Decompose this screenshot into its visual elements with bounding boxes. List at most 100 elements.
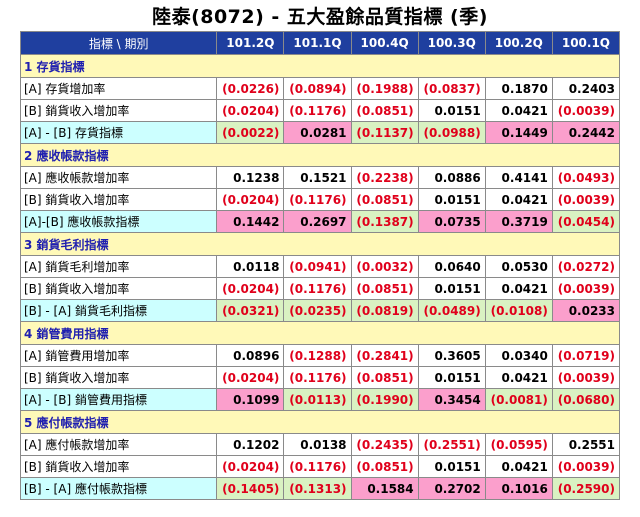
row-label: [A] 應付帳款增加率 — [19, 433, 218, 456]
value-cell: 0.1521 — [283, 166, 352, 189]
table-row: [A] 存貨增加率 (0.0226) (0.0894) (0.1988) (0.0837… — [19, 77, 621, 100]
value-cell: (0.0022) — [216, 121, 285, 144]
value-cell: (0.0493) — [551, 166, 621, 189]
row-label: [A] 存貨增加率 — [19, 77, 218, 100]
table-row: [A] 應付帳款增加率 0.1202 0.0138 (0.2435) (0.2551)(… — [19, 433, 621, 456]
value-cell: (0.0226) — [216, 77, 285, 100]
value-cell: (0.0081) — [484, 388, 553, 411]
row-label: [B] 銷貨收入增加率 — [19, 366, 218, 389]
row-label: [B] - [A] 銷貨毛利指標 — [19, 299, 218, 322]
value-cell: (0.0941) — [283, 255, 352, 278]
header-period: 100.4Q — [350, 31, 419, 55]
value-cell: 0.2403 — [551, 77, 621, 100]
row-label: [A] - [B] 銷管費用指標 — [19, 388, 218, 411]
value-cell: (0.0204) — [216, 99, 285, 122]
value-cell: 0.2697 — [283, 210, 352, 233]
value-cell: (0.1176) — [283, 188, 352, 211]
header-period: 100.2Q — [484, 31, 553, 55]
value-cell: (0.0204) — [216, 277, 285, 300]
value-cell: (0.0039) — [551, 277, 621, 300]
header-label: 指標 \ 期別 — [19, 31, 218, 55]
table-row: [B] 銷貨收入增加率 (0.0204) (0.1176) (0.0851) 0.015… — [19, 188, 621, 211]
row-label: [B] 銷貨收入增加率 — [19, 277, 218, 300]
value-cell: (0.0894) — [283, 77, 352, 100]
index-row: [A] - [B] 存貨指標 (0.0022) 0.0281 (0.1137) (0.0… — [19, 121, 621, 144]
value-cell: 0.0421 — [484, 366, 553, 389]
value-cell: (0.1990) — [350, 388, 419, 411]
section-title: 4 銷管費用指標 — [20, 321, 620, 345]
value-cell: 0.0151 — [417, 366, 486, 389]
value-cell: 0.1202 — [216, 433, 285, 456]
value-cell: 0.1449 — [484, 121, 553, 144]
index-row: [B] - [A] 應付帳款指標 (0.1405) (0.1313) 0.1584 0.… — [19, 477, 621, 500]
value-cell: 0.0896 — [216, 344, 285, 367]
row-label: [B] 銷貨收入增加率 — [19, 188, 218, 211]
table-row: [B] 銷貨收入增加率 (0.0204) (0.1176) (0.0851) 0.015… — [19, 277, 621, 300]
value-cell: 0.3605 — [417, 344, 486, 367]
value-cell: (0.1405) — [216, 477, 285, 500]
header-period: 100.3Q — [417, 31, 486, 55]
value-cell: 0.2702 — [417, 477, 486, 500]
table-row: [A] 銷貨毛利增加率 0.0118 (0.0941) (0.0032) 0.0640 0… — [19, 255, 621, 278]
value-cell: 0.1099 — [216, 388, 285, 411]
value-cell: 0.2551 — [551, 433, 621, 456]
value-cell: (0.0837) — [417, 77, 486, 100]
value-cell: 0.3454 — [417, 388, 486, 411]
value-cell: 0.0138 — [283, 433, 352, 456]
value-cell: (0.1288) — [283, 344, 352, 367]
value-cell: 0.1870 — [484, 77, 553, 100]
section-row: 4 銷管費用指標 — [20, 321, 620, 345]
value-cell: (0.0454) — [551, 210, 621, 233]
section-title: 5 應付帳款指標 — [20, 410, 620, 434]
value-cell: (0.0851) — [350, 99, 419, 122]
value-cell: 0.0151 — [417, 455, 486, 478]
value-cell: (0.0039) — [551, 99, 621, 122]
row-label: [A] 銷貨毛利增加率 — [19, 255, 218, 278]
value-cell: (0.0108) — [484, 299, 553, 322]
earnings-quality-table: 指標 \ 期別 101.2Q 101.1Q 100.4Q 100.3Q 100.… — [19, 31, 621, 500]
value-cell: 0.0340 — [484, 344, 553, 367]
header-period: 101.2Q — [216, 31, 285, 55]
value-cell: 0.1016 — [484, 477, 553, 500]
value-cell: (0.0489) — [417, 299, 486, 322]
value-cell: (0.0039) — [551, 188, 621, 211]
value-cell: (0.1176) — [283, 277, 352, 300]
index-row: [A]-[B] 應收帳款指標 0.1442 0.2697 (0.1387) 0.0735… — [19, 210, 621, 233]
section-row: 5 應付帳款指標 — [20, 410, 620, 434]
value-cell: (0.0719) — [551, 344, 621, 367]
row-label: [B] - [A] 應付帳款指標 — [19, 477, 218, 500]
value-cell: 0.0281 — [283, 121, 352, 144]
value-cell: 0.1442 — [216, 210, 285, 233]
value-cell: (0.2551) — [417, 433, 486, 456]
table-row: [B] 銷貨收入增加率 (0.0204) (0.1176) (0.0851) 0.015… — [19, 99, 621, 122]
value-cell: (0.1313) — [283, 477, 352, 500]
section-row: 1 存貨指標 — [20, 54, 620, 78]
value-cell: 0.0640 — [417, 255, 486, 278]
value-cell: (0.1176) — [283, 99, 352, 122]
value-cell: 0.0233 — [551, 299, 621, 322]
index-row: [A] - [B] 銷管費用指標 0.1099 (0.0113) (0.1990) 0.… — [19, 388, 621, 411]
value-cell: (0.0204) — [216, 366, 285, 389]
value-cell: (0.2435) — [350, 433, 419, 456]
value-cell: 0.0421 — [484, 188, 553, 211]
page-title: 陸泰(8072) - 五大盈餘品質指標 (季) — [152, 6, 488, 28]
value-cell: (0.0321) — [216, 299, 285, 322]
value-cell: (0.0032) — [350, 255, 419, 278]
value-cell: 0.0118 — [216, 255, 285, 278]
header-period: 101.1Q — [283, 31, 352, 55]
row-label: [A]-[B] 應收帳款指標 — [19, 210, 218, 233]
value-cell: (0.1387) — [350, 210, 419, 233]
value-cell: 0.0421 — [484, 99, 553, 122]
value-cell: (0.0680) — [551, 388, 621, 411]
value-cell: (0.2590) — [551, 477, 621, 500]
value-cell: (0.0204) — [216, 455, 285, 478]
value-cell: 0.0151 — [417, 99, 486, 122]
value-cell: (0.0851) — [350, 366, 419, 389]
value-cell: (0.0272) — [551, 255, 621, 278]
value-cell: 0.0735 — [417, 210, 486, 233]
value-cell: (0.2841) — [350, 344, 419, 367]
value-cell: 0.1584 — [350, 477, 419, 500]
value-cell: 0.4141 — [484, 166, 553, 189]
section-row: 2 應收帳款指標 — [20, 143, 620, 167]
section-title: 3 銷貨毛利指標 — [20, 232, 620, 256]
